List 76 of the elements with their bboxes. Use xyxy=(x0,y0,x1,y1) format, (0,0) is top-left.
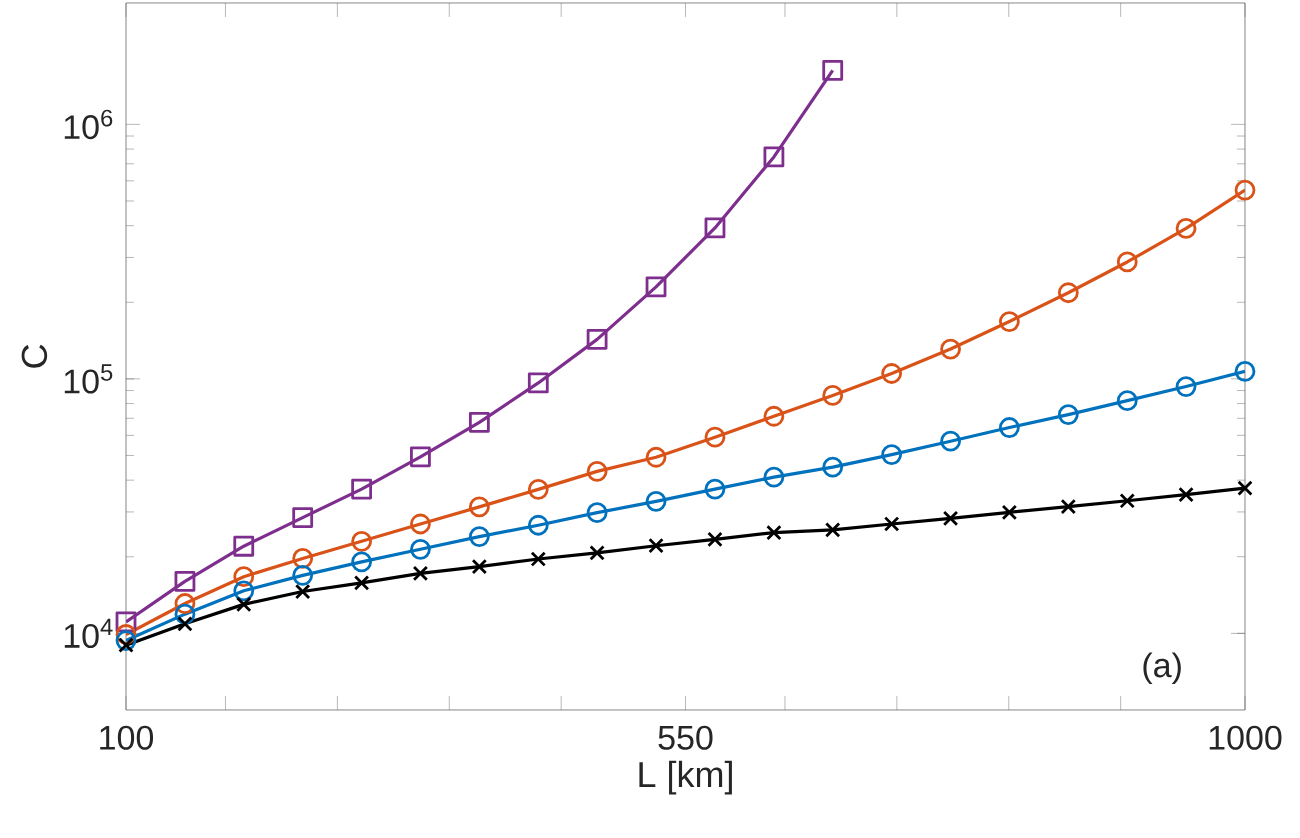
point xyxy=(351,551,373,573)
point xyxy=(471,558,488,575)
point xyxy=(822,59,844,81)
point xyxy=(763,405,785,427)
point xyxy=(1237,480,1253,496)
point xyxy=(410,513,431,535)
point xyxy=(351,478,373,500)
point xyxy=(412,565,429,582)
point xyxy=(586,460,608,482)
point xyxy=(468,411,490,433)
point xyxy=(527,514,549,536)
point xyxy=(233,566,255,588)
point xyxy=(1234,179,1256,201)
point xyxy=(1001,504,1018,521)
point xyxy=(822,385,844,406)
y-tick-label: 10$^{4}$ xyxy=(64,618,113,648)
point xyxy=(1119,492,1136,509)
y-axis-title: C xyxy=(21,344,48,368)
point xyxy=(468,496,490,518)
annotation: (a) xyxy=(1143,652,1181,685)
point xyxy=(586,328,608,350)
x-tick-label: 1000 xyxy=(1209,725,1282,750)
point xyxy=(292,507,314,529)
point xyxy=(998,311,1020,332)
point xyxy=(1175,218,1197,239)
point xyxy=(527,372,549,394)
point xyxy=(1116,251,1138,273)
point xyxy=(586,502,608,524)
point xyxy=(766,524,782,541)
point xyxy=(998,417,1020,438)
point xyxy=(589,545,605,561)
x-axis-title: L [km] xyxy=(639,760,732,795)
x-tick-label: 100 xyxy=(100,725,154,750)
point xyxy=(233,535,255,557)
point xyxy=(645,276,667,298)
y-tick-label: 10$^{6}$ xyxy=(64,109,113,140)
point xyxy=(292,564,314,586)
point xyxy=(174,593,196,614)
point xyxy=(1057,404,1079,425)
x-tick-label: 550 xyxy=(658,725,713,750)
y-tick-label: 10$^{5}$ xyxy=(64,364,113,394)
point xyxy=(881,444,903,465)
point xyxy=(1116,390,1138,412)
point xyxy=(351,530,373,552)
point xyxy=(1175,376,1197,397)
point xyxy=(177,616,193,632)
point xyxy=(645,446,667,468)
point xyxy=(1060,498,1077,515)
point xyxy=(704,426,726,448)
point xyxy=(353,575,370,591)
point xyxy=(881,363,903,384)
point xyxy=(410,538,431,560)
point xyxy=(648,537,664,554)
point xyxy=(883,516,900,532)
point xyxy=(174,571,196,592)
point xyxy=(1057,282,1079,304)
point xyxy=(115,630,137,651)
point xyxy=(704,478,726,500)
point xyxy=(294,583,311,600)
point xyxy=(763,466,785,488)
point xyxy=(1178,486,1194,503)
point xyxy=(645,491,667,512)
point xyxy=(940,430,961,452)
point xyxy=(704,217,726,239)
point xyxy=(235,596,252,613)
point xyxy=(707,531,723,548)
point xyxy=(940,338,961,360)
point xyxy=(527,478,549,500)
point xyxy=(763,146,785,168)
point xyxy=(824,522,841,538)
point xyxy=(410,446,431,468)
point xyxy=(468,526,490,547)
point xyxy=(822,456,844,478)
point xyxy=(530,551,547,567)
point xyxy=(1234,361,1256,382)
point xyxy=(942,510,959,527)
